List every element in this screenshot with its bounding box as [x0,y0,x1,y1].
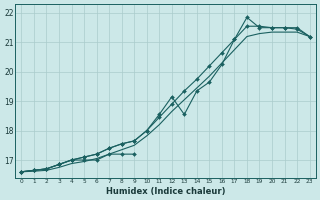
X-axis label: Humidex (Indice chaleur): Humidex (Indice chaleur) [106,187,225,196]
